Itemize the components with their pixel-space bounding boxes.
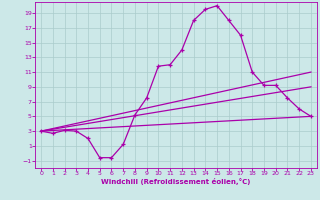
- X-axis label: Windchill (Refroidissement éolien,°C): Windchill (Refroidissement éolien,°C): [101, 178, 251, 185]
